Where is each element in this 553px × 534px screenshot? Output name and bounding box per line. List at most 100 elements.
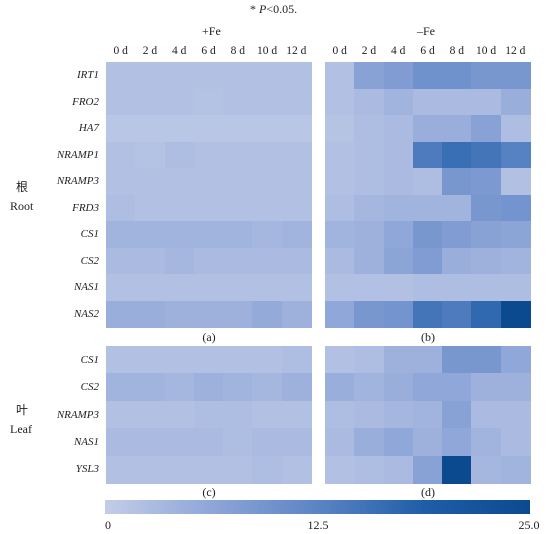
organ-root-cn: 根: [16, 180, 29, 194]
heatmap-cell: [500, 373, 531, 402]
heatmap-cell: [164, 194, 195, 222]
condition-minus-fe: –Fe: [417, 24, 435, 38]
heatmap-cell: [193, 168, 224, 195]
day-label: 4 d: [172, 45, 187, 57]
heatmap-cell: [383, 194, 414, 222]
day-label: 10 d: [257, 45, 278, 57]
heatmap-cell: [471, 141, 502, 169]
heatmap-cell: [354, 300, 385, 328]
heatmap-cell: [354, 194, 385, 222]
heatmap-cell: [164, 300, 195, 328]
organ-root-en: Root: [10, 199, 34, 213]
heatmap-cell: [412, 115, 443, 142]
heatmap-cell: [325, 247, 355, 275]
colorbar-mid-label: 12.5: [307, 518, 329, 532]
heatmap-cell: [106, 428, 136, 457]
heatmap-cell: [383, 115, 414, 142]
heatmap-cell: [106, 141, 136, 169]
heatmap-cell: [325, 194, 355, 222]
heatmap-cell: [106, 373, 136, 402]
heatmap-cell: [442, 194, 473, 222]
heatmap-cell: [164, 274, 195, 301]
heatmap-cell: [281, 168, 312, 195]
colorbar-min-label: 0: [105, 518, 111, 532]
organ-leaf-cn: 叶: [16, 403, 29, 417]
heatmap-cell: [354, 247, 385, 275]
heatmap-cell: [500, 62, 531, 89]
heatmap-cell: [383, 247, 414, 275]
heatmap-cell: [500, 455, 531, 484]
heatmap-cell: [354, 62, 385, 89]
heatmap-cell: [471, 300, 502, 328]
heatmap-cell: [281, 141, 312, 169]
gene-label: NRAMP1: [56, 148, 99, 161]
heatmap-cell: [471, 115, 502, 142]
heatmap-cell: [412, 62, 443, 89]
heatmap-cell: [135, 346, 166, 374]
heatmap-cell: [471, 247, 502, 275]
heatmap-cell: [412, 194, 443, 222]
heatmap-cell: [500, 141, 531, 169]
day-label: 0 d: [113, 45, 128, 57]
heatmap-cell: [383, 400, 414, 429]
heatmap-cell: [193, 300, 224, 328]
heatmap-cell: [281, 62, 312, 89]
heatmap-cell: [281, 400, 312, 429]
heatmap-cell: [442, 141, 473, 169]
heatmap-root-minus-fe: [325, 62, 531, 328]
heatmap-cell: [500, 346, 531, 374]
heatmap-cell: [135, 274, 166, 301]
heatmap-cell: [223, 247, 254, 275]
heatmap-cell: [135, 115, 166, 142]
heatmap-cell: [500, 428, 531, 457]
heatmap-cell: [412, 274, 443, 301]
heatmap-cell: [193, 88, 224, 116]
heatmap-cell: [500, 247, 531, 275]
organ-leaf-en: Leaf: [10, 422, 32, 436]
day-label: 2 d: [361, 45, 377, 57]
heatmap-cell: [164, 88, 195, 116]
heatmap-cell: [471, 88, 502, 116]
day-label: 10 d: [476, 45, 497, 57]
heatmap-cell: [164, 221, 195, 248]
heatmap-cell: [383, 221, 414, 248]
heatmap-cell: [252, 346, 283, 374]
heatmap-cell: [135, 194, 166, 222]
heatmap-cell: [500, 194, 531, 222]
heatmap-cell: [471, 194, 502, 222]
panel-label-b: (b): [421, 330, 435, 344]
heatmap-cell: [500, 88, 531, 116]
heatmap-cell: [325, 168, 355, 195]
heatmap-cell: [164, 346, 195, 374]
heatmap-cell: [383, 428, 414, 457]
gene-label: NAS2: [73, 307, 99, 320]
heatmap-cell: [383, 88, 414, 116]
day-label: 12 d: [286, 45, 307, 57]
heatmap-cell: [500, 221, 531, 248]
gene-label: CS1: [80, 228, 99, 241]
heatmap-cell: [325, 88, 355, 116]
day-label: 8 d: [230, 45, 245, 57]
heatmap-cell: [442, 221, 473, 248]
heatmap-cell: [500, 400, 531, 429]
day-label: 4 d: [391, 45, 406, 57]
heatmap-cell: [135, 428, 166, 457]
heatmap-cell: [135, 88, 166, 116]
heatmap-cell: [471, 346, 502, 374]
gene-label: NRAMP3: [56, 175, 99, 188]
heatmap-cell: [223, 141, 254, 169]
heatmap-cell: [471, 373, 502, 402]
heatmap-cell: [412, 141, 443, 169]
heatmap-cell: [223, 428, 254, 457]
gene-label: NRAMP3: [56, 408, 99, 421]
gene-label: NAS1: [73, 281, 99, 294]
heatmap-cell: [252, 168, 283, 195]
gene-label: HA7: [78, 122, 99, 135]
heatmap-cell: [471, 221, 502, 248]
heatmap-cell: [106, 62, 136, 89]
heatmap-cell: [325, 400, 355, 429]
heatmap-cell: [354, 346, 385, 374]
heatmap-cell: [135, 168, 166, 195]
heatmap-cell: [412, 300, 443, 328]
heatmap-leaf-plus-fe: [106, 346, 312, 484]
